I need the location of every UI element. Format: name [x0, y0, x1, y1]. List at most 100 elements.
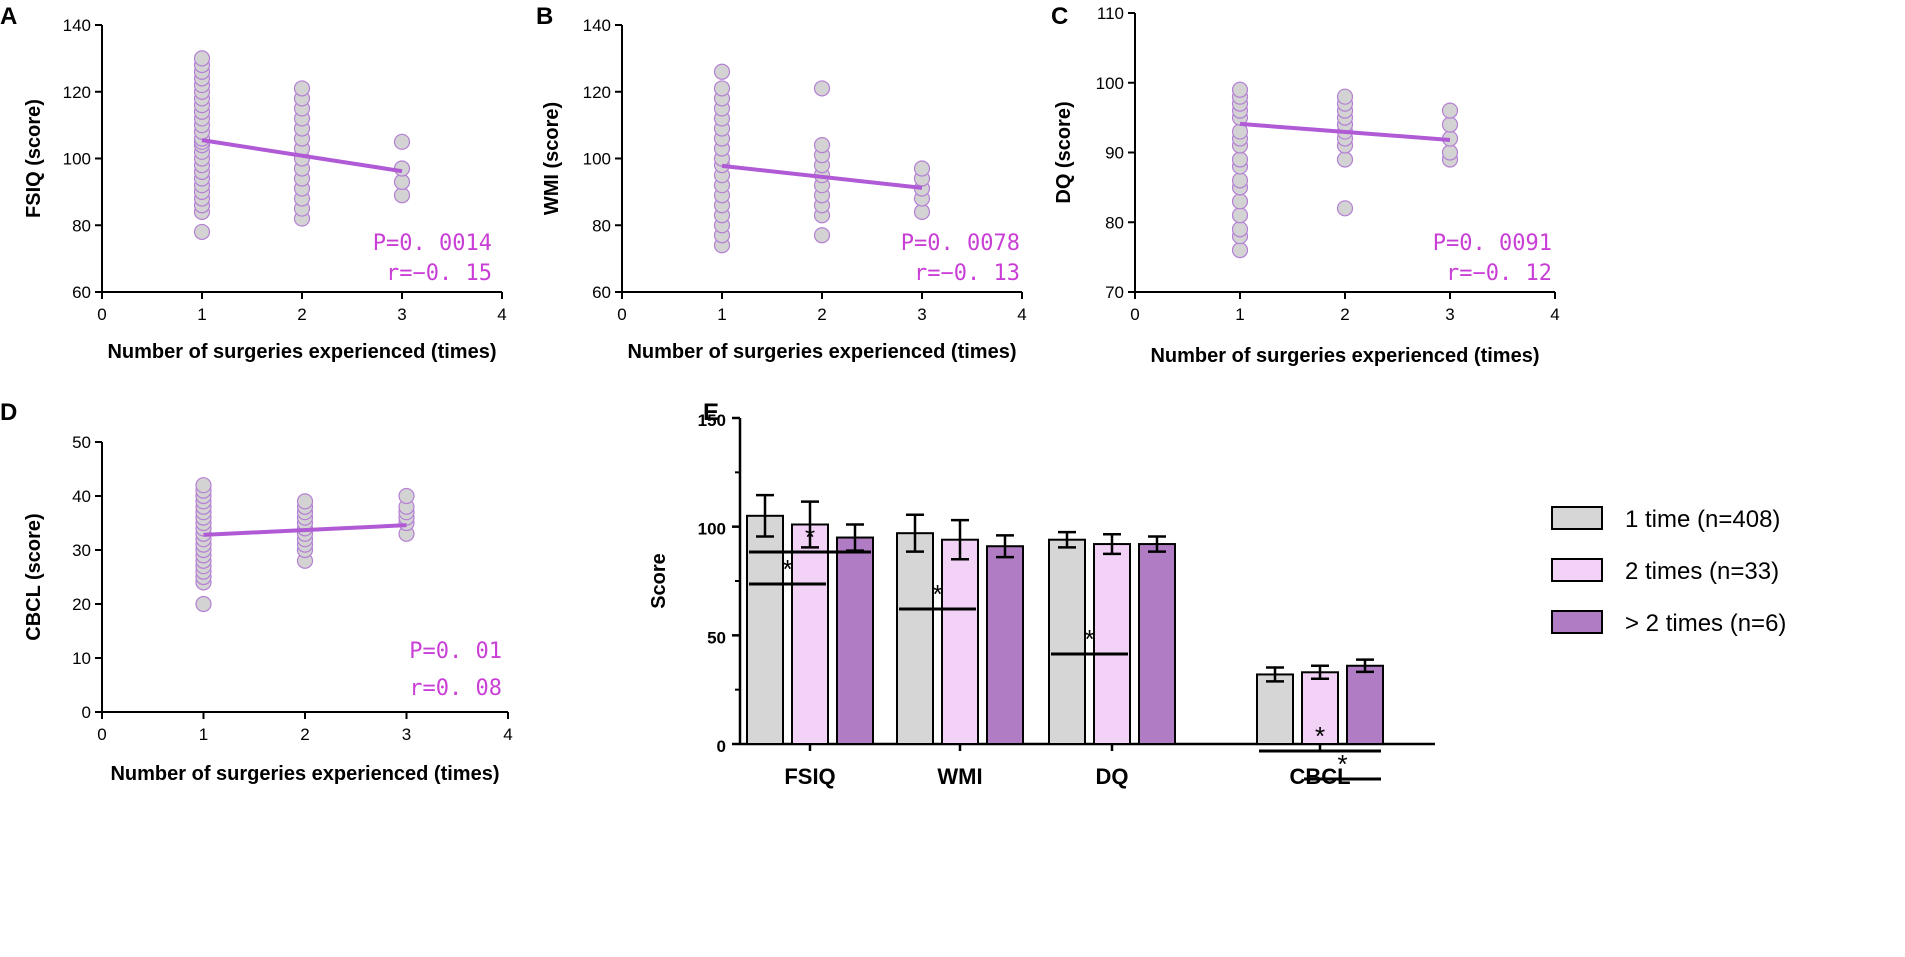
x-tick-label: 0: [97, 305, 106, 324]
bar-cbcl-series-3: [1346, 664, 1384, 746]
data-point: [193, 223, 211, 241]
y-axis-title: FSIQ (score): [23, 99, 45, 218]
y-axis-title: WMI (score): [541, 102, 563, 215]
panel-letter: C: [1051, 3, 1068, 30]
p-value-label: P=0. 0078: [901, 231, 1020, 256]
data-point: [813, 80, 831, 97]
x-tick-label: 2: [817, 305, 826, 324]
x-tick-label: 0: [1130, 305, 1139, 324]
data-point: [1441, 116, 1459, 133]
p-value-label: P=0. 01: [409, 639, 502, 664]
y-tick-label: 50: [72, 433, 91, 452]
bar-cbcl-series-2: [1301, 671, 1339, 746]
p-value-label: P=0. 0091: [1433, 231, 1552, 256]
x-tick-label: 3: [402, 725, 411, 744]
panel-letter: B: [536, 3, 553, 30]
x-tick-label: 2: [300, 725, 309, 744]
x-tick-label: 1: [199, 725, 208, 744]
data-point: [1441, 102, 1459, 119]
y-axis-title: CBCL (score): [23, 513, 45, 640]
data-point: [1441, 144, 1459, 161]
x-tick-label: 2: [297, 305, 306, 324]
x-tick-label: 1: [1235, 305, 1244, 324]
data-point: [393, 173, 411, 190]
bar-wmi-series-3: [986, 545, 1024, 746]
x-tick-label: 2: [1340, 305, 1349, 324]
bar-fsiq-series-1: [746, 514, 784, 745]
panel-a-scatter: A 0 1 2 3 4 60 80 100 120 140 Number of surgeries e…: [0, 3, 507, 363]
trend-line: [201, 138, 403, 174]
y-tick-label: 80: [72, 216, 91, 235]
x-tick-label: 3: [397, 305, 406, 324]
data-point: [195, 477, 212, 494]
x-tick-label: 1: [717, 305, 726, 324]
panel-letter: E: [703, 399, 719, 426]
trend-line: [203, 523, 407, 537]
bar-fsiq-series-2: [791, 523, 829, 746]
category-label: DQ: [1096, 764, 1129, 789]
y-tick-label: 140: [583, 16, 611, 35]
legend-label: > 2 times (n=6): [1625, 610, 1786, 637]
data-point: [195, 595, 212, 613]
x-tick-label: 3: [1445, 305, 1454, 324]
data-point: [1231, 151, 1249, 168]
x-tick-label: 4: [1550, 305, 1559, 324]
data-point: [393, 133, 411, 150]
trend-line: [1239, 121, 1451, 142]
y-axis-title: DQ (score): [1053, 101, 1075, 203]
significance-star: *: [782, 554, 792, 584]
bar-cbcl-series-1: [1256, 673, 1294, 745]
bar-dq-series-3: [1138, 543, 1176, 746]
y-tick-label: 100: [63, 150, 91, 169]
legend-label: 1 time (n=408): [1625, 506, 1780, 533]
category-label: FSIQ: [784, 764, 835, 789]
x-tick-label: 4: [503, 725, 512, 744]
data-point: [813, 227, 831, 244]
x-tick-label: 1: [197, 305, 206, 324]
data-point: [1231, 123, 1249, 140]
y-tick-label: 30: [72, 541, 91, 560]
legend-swatch: [1551, 506, 1603, 530]
x-tick-label: 0: [617, 305, 626, 324]
y-tick-label: 70: [1105, 283, 1124, 302]
bar-dq-series-2: [1093, 543, 1131, 746]
trend-line: [721, 163, 923, 190]
y-tick-label: 50: [707, 628, 726, 647]
legend-label: 2 times (n=33): [1625, 558, 1779, 585]
y-tick-label: 100: [583, 150, 611, 169]
r-value-label: r=−0. 12: [1446, 261, 1552, 286]
significance-star: *: [805, 522, 815, 552]
r-value-label: r=0. 08: [409, 676, 502, 701]
significance-star: *: [1337, 749, 1347, 779]
y-tick-label: 0: [717, 737, 726, 756]
r-value-label: r=−0. 13: [914, 261, 1020, 286]
data-point: [1336, 200, 1354, 217]
data-point: [913, 160, 931, 177]
y-tick-label: 80: [592, 216, 611, 235]
p-value-label: P=0. 0014: [373, 231, 492, 256]
data-point: [1231, 172, 1249, 189]
x-axis-title: Number of surgeries experienced (times): [110, 763, 499, 785]
y-tick-label: 60: [592, 283, 611, 302]
y-tick-label: 120: [63, 83, 91, 102]
y-tick-label: 60: [72, 283, 91, 302]
bar-wmi-series-2: [941, 538, 979, 745]
bar-wmi-series-1: [896, 532, 934, 745]
data-point: [1231, 221, 1249, 238]
y-tick-label: 120: [583, 83, 611, 102]
data-point: [1336, 88, 1354, 105]
data-point: [1231, 81, 1249, 98]
y-axis-title: Score: [648, 553, 670, 609]
r-value-label: r=−0. 15: [386, 261, 492, 286]
bar-dq-series-1: [1048, 538, 1086, 745]
y-tick-label: 20: [72, 595, 91, 614]
data-point: [1231, 207, 1249, 224]
bar-fsiq-series-3: [836, 536, 874, 745]
y-tick-label: 100: [1096, 74, 1124, 93]
legend-swatch: [1551, 558, 1603, 582]
category-label: CBCL: [1289, 764, 1350, 789]
panel-letter: A: [0, 3, 17, 30]
